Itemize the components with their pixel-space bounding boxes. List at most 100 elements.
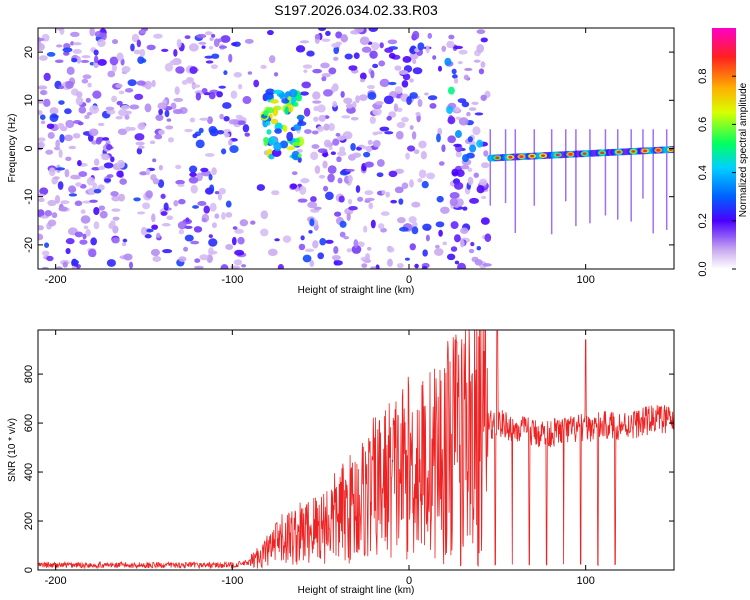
spectrogram-cell (230, 90, 238, 99)
spectrogram-cell (62, 47, 73, 53)
spectrogram-cell (339, 220, 347, 228)
spectrogram-cell (109, 56, 119, 66)
spectrogram-cell (322, 160, 328, 169)
spectrogram-cell (347, 198, 353, 205)
spectrogram-cell (74, 231, 84, 238)
spectrogram-cell (158, 164, 163, 171)
spectrogram-cell (446, 253, 456, 261)
spectrogram-cell (72, 132, 81, 139)
spectrogram-cell (437, 65, 443, 72)
spectrogram-cell (393, 103, 399, 112)
spectrogram-cell (70, 174, 80, 180)
spectrogram-cell (325, 191, 334, 201)
spectrogram-cell (424, 92, 429, 96)
spectrogram-cell (76, 56, 81, 64)
spectrogram-cell (265, 120, 271, 126)
spectrogram-cell (480, 37, 488, 43)
spectrogram-cell (99, 210, 108, 219)
spectrogram-cell (98, 165, 106, 170)
spectrogram-cell (462, 154, 470, 163)
spectrogram-cell (288, 88, 298, 98)
spectrogram-cell (274, 128, 282, 134)
spectrogram-cell (151, 79, 156, 88)
spectrogram-cell (318, 174, 326, 179)
spectrogram-cell (408, 216, 417, 224)
spectrogram-cell (137, 145, 145, 150)
spectrogram-cell (111, 208, 121, 212)
spectrogram-cell (275, 122, 283, 129)
spectrogram-cell (433, 248, 444, 256)
spectrogram-cell (94, 55, 99, 64)
spectrogram-cell (62, 261, 68, 268)
spectrogram-cell (123, 253, 133, 261)
spectrogram-cell (339, 231, 346, 238)
spectrogram-cell (220, 35, 231, 43)
spectrogram-cell (460, 165, 470, 170)
spectrogram-cell (65, 119, 75, 129)
spectrogram-cell (335, 31, 343, 39)
spectrogram-cell (455, 116, 461, 120)
spectrogram-cell (364, 190, 374, 196)
spectrogram-cell (160, 211, 168, 216)
spectrogram-cell (106, 144, 113, 151)
spectrogram-cell (192, 133, 198, 139)
spectrogram-cell (115, 116, 123, 120)
spectrogram-cell (409, 243, 416, 251)
spectrogram-cell (219, 113, 224, 120)
spectrogram-cell (480, 61, 486, 68)
spectrogram-cell (46, 123, 55, 129)
spectrogram-cell (427, 32, 433, 39)
spectrogram-cell (93, 206, 100, 216)
spectrogram-cell (210, 64, 218, 70)
spectrogram-cell (319, 238, 327, 246)
snr-y-tick-label: 0 (23, 567, 35, 573)
spectrogram-cell (418, 140, 427, 149)
spectrogram-cell (314, 33, 321, 40)
spectrogram-cell (468, 248, 475, 254)
spectrogram-cell (450, 221, 459, 230)
spectrogram-cell (189, 172, 197, 178)
spectrogram-cell (218, 187, 226, 195)
spectrogram-cell (330, 151, 336, 156)
spectrogram-cell (394, 65, 402, 71)
spectrogram-cell (284, 106, 289, 115)
spectrogram-cell (323, 185, 329, 192)
spectrogram-cell (273, 72, 279, 77)
spectrogram-cell (476, 44, 485, 53)
spectrogram-cell (129, 126, 136, 131)
spectrogram-cell (359, 36, 370, 46)
spectrogram-cell (449, 197, 458, 207)
spectrogram-cell (234, 228, 244, 234)
spectrogram-cell (204, 153, 215, 158)
spectrogram-cell (380, 211, 390, 216)
spectrogram-cell (201, 217, 207, 223)
spectrogram-cell (38, 225, 44, 231)
spectrogram-cell (260, 228, 269, 237)
spectrogram-cell (89, 199, 98, 203)
spectrogram-cell (201, 87, 208, 94)
spectrogram-cell (425, 45, 430, 54)
spectrogram-cell (359, 94, 368, 102)
spectrogram-cell (446, 40, 455, 49)
spectrogram-cell (307, 201, 318, 209)
spectrogram-cell (157, 102, 167, 110)
spectrogram-cell (451, 168, 459, 177)
spectrogram-cell (299, 185, 307, 195)
spectrogram-cell (409, 179, 414, 188)
spectrogram-cell (600, 151, 605, 155)
spectrogram-cell (312, 91, 321, 100)
spectrogram-cell (165, 125, 174, 130)
spectrogram-cell (119, 178, 127, 185)
spectrogram-cell (396, 121, 406, 129)
spectrogram-cell (479, 178, 488, 186)
spectrogram-cell (370, 70, 375, 79)
spectrogram-y-tick-label: 10 (23, 94, 35, 106)
spectrogram-cell (643, 149, 648, 153)
spectrogram-cell (656, 148, 661, 152)
spectrogram-cell (57, 181, 64, 190)
spectrogram-cell (394, 168, 404, 174)
spectrogram-cell (203, 205, 210, 214)
spectrogram-cell (375, 264, 380, 269)
spectrogram-cell (333, 46, 340, 55)
spectrogram-cell (451, 68, 457, 75)
